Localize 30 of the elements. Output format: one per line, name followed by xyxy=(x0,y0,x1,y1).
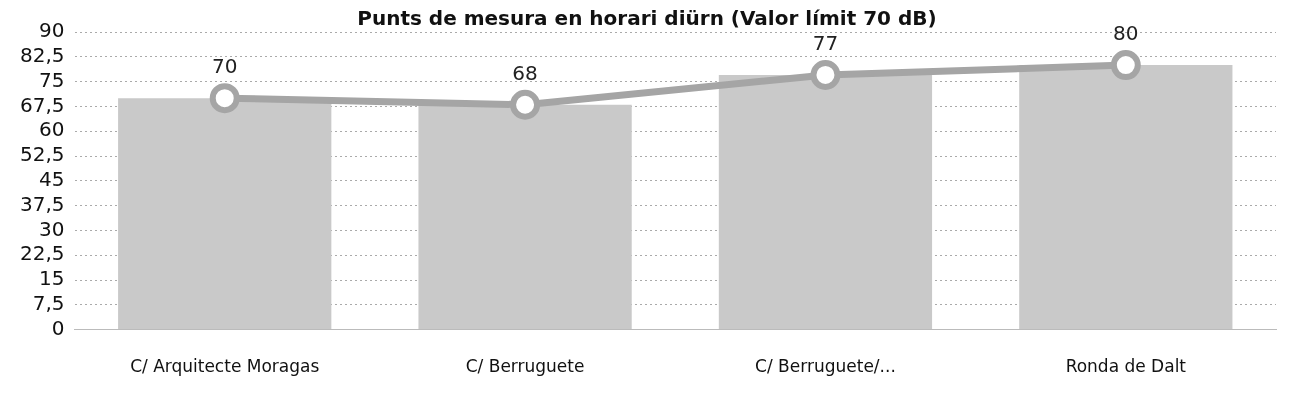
data-label: 70 xyxy=(211,54,238,79)
bar xyxy=(418,104,632,330)
bar xyxy=(718,74,933,330)
y-tick-label: 37,5 xyxy=(20,191,65,216)
x-tick-label: Ronda de Dalt xyxy=(1065,356,1187,377)
y-tick-label: 0 xyxy=(51,315,65,340)
y-tick-label: 30 xyxy=(39,216,65,241)
y-tick-label: 52,5 xyxy=(20,142,65,167)
y-tick-label: 15 xyxy=(39,266,65,291)
y-tick-label: 67,5 xyxy=(20,92,65,117)
x-tick-label: C/ Berruguete/... xyxy=(755,356,896,377)
y-tick-label: 82,5 xyxy=(20,43,65,67)
point xyxy=(209,83,240,114)
x-tick-label: C/ Arquitecte Moragas xyxy=(130,356,320,377)
x-tick-label: C/ Berruguete xyxy=(465,356,585,377)
y-tick-label: 7,5 xyxy=(32,291,65,315)
bar xyxy=(118,98,332,330)
y-tick-label: 90 xyxy=(39,18,65,43)
chart-title: Punts de mesura en horari diürn (Valor límit 70 dB) xyxy=(357,6,937,31)
y-tick-label: 75 xyxy=(39,67,65,92)
y-tick-label: 60 xyxy=(39,117,65,142)
data-label: 80 xyxy=(1113,21,1139,46)
point xyxy=(1110,50,1141,81)
point xyxy=(810,59,841,90)
point xyxy=(510,89,541,120)
y-tick-label: 22,5 xyxy=(20,241,65,266)
data-label: 77 xyxy=(812,31,839,56)
bar xyxy=(1019,65,1233,330)
data-label: 68 xyxy=(512,60,538,85)
y-tick-label: 45 xyxy=(39,167,65,191)
